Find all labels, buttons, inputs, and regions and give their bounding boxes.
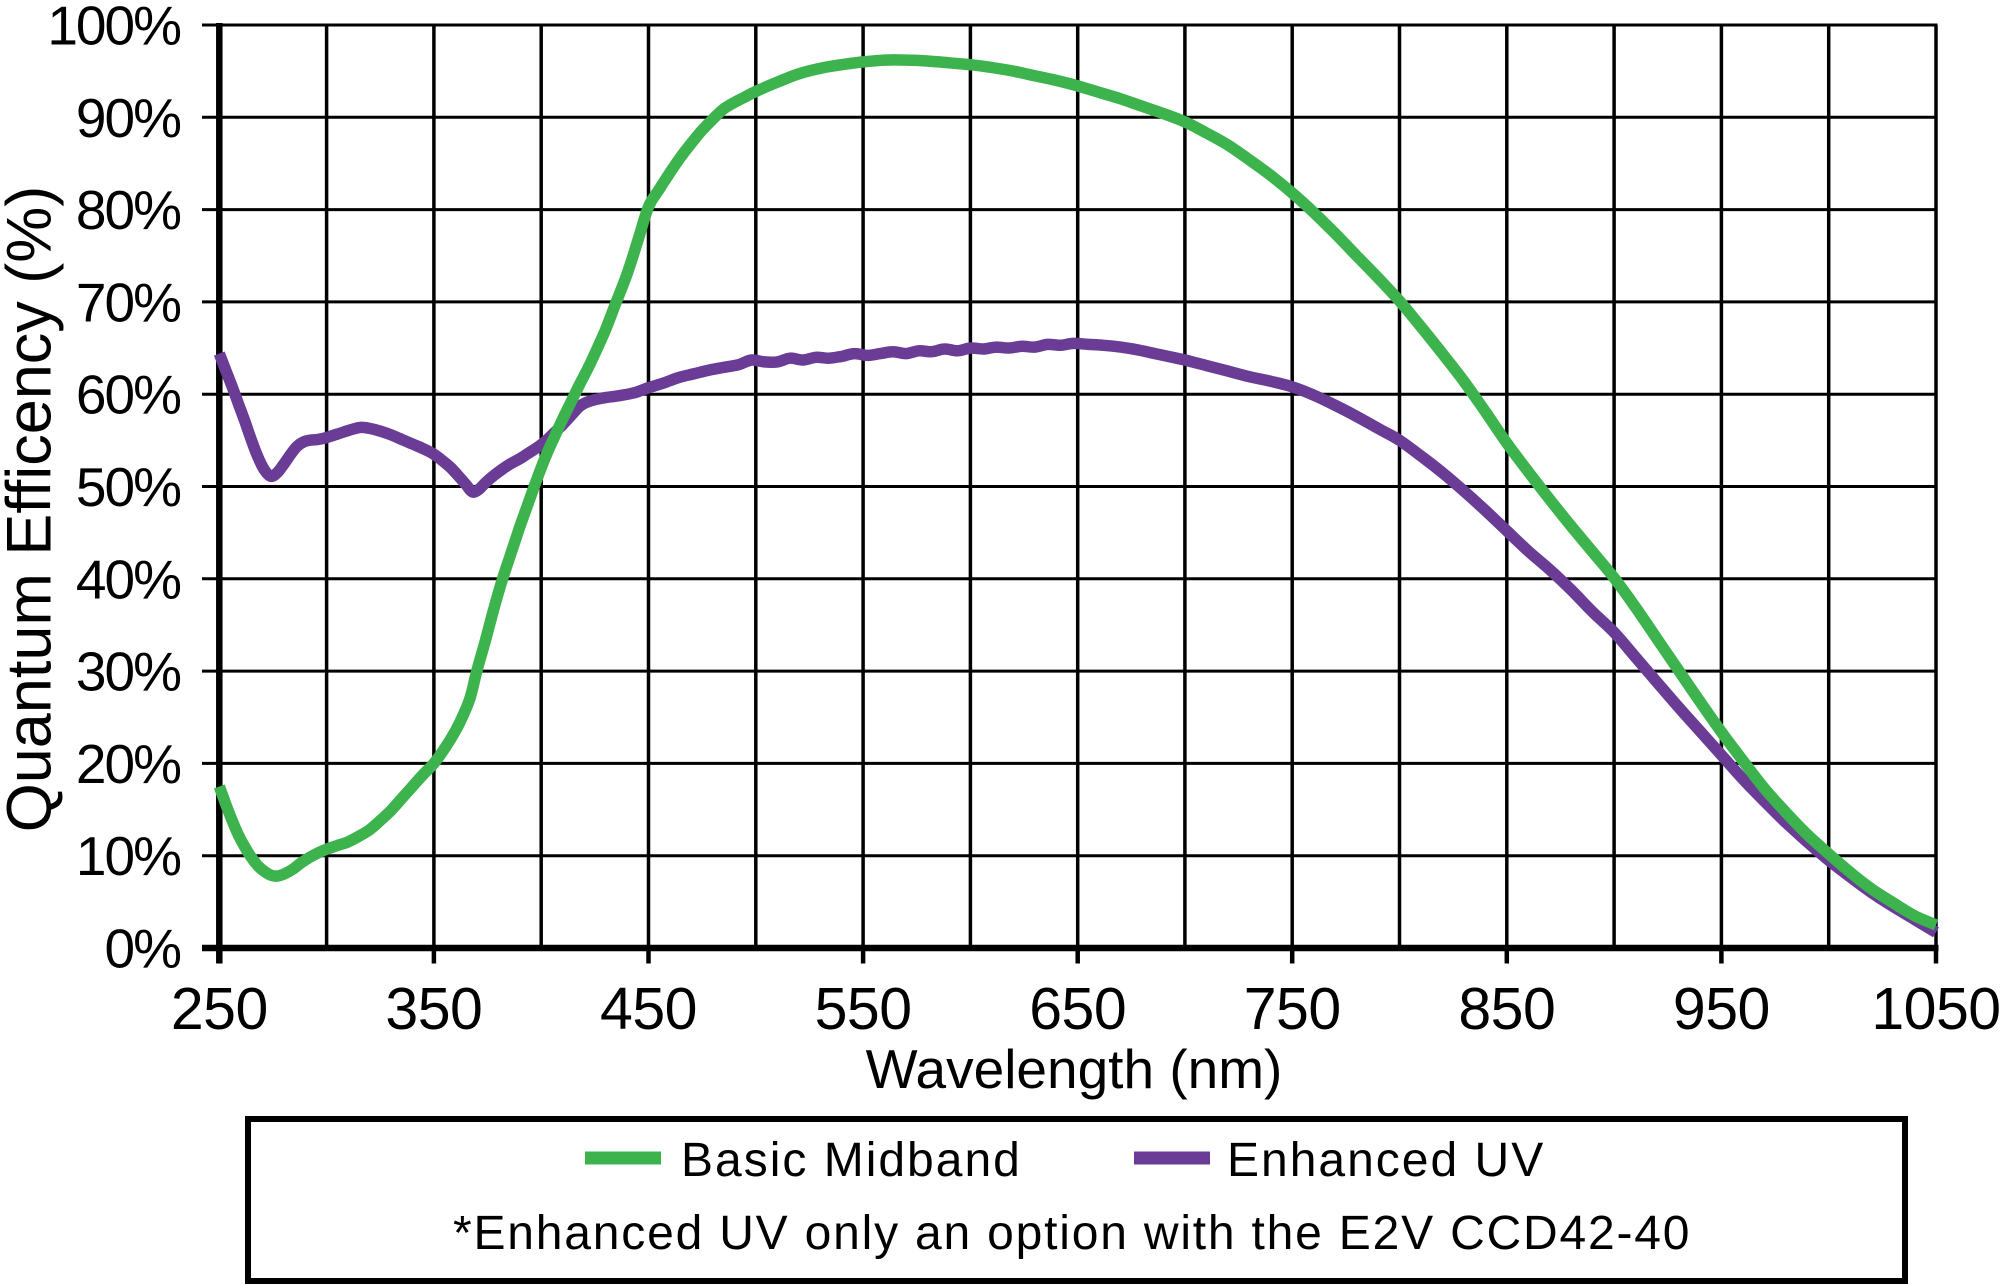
svg-text:10%: 10% (76, 825, 180, 887)
svg-text:Quantum Efficency (%): Quantum Efficency (%) (0, 186, 65, 833)
svg-text:60%: 60% (76, 364, 180, 426)
svg-text:450: 450 (600, 976, 697, 1042)
svg-text:Basic Midband: Basic Midband (681, 1134, 1022, 1187)
svg-text:40%: 40% (76, 548, 180, 610)
svg-text:70%: 70% (76, 271, 180, 333)
svg-text:950: 950 (1673, 976, 1770, 1042)
svg-text:550: 550 (815, 976, 912, 1042)
svg-text:Enhanced UV: Enhanced UV (1227, 1134, 1545, 1187)
svg-text:100%: 100% (47, 0, 180, 57)
svg-text:1050: 1050 (1871, 976, 2000, 1042)
svg-text:50%: 50% (76, 456, 180, 518)
svg-text:650: 650 (1029, 976, 1126, 1042)
svg-text:0%: 0% (105, 918, 181, 980)
svg-text:20%: 20% (76, 733, 180, 795)
svg-text:250: 250 (171, 976, 268, 1042)
svg-text:850: 850 (1458, 976, 1555, 1042)
svg-text:80%: 80% (76, 179, 180, 241)
svg-text:350: 350 (385, 976, 482, 1042)
svg-text:*Enhanced UV only an option wi: *Enhanced UV only an option with the E2V… (453, 1207, 1691, 1260)
svg-text:750: 750 (1244, 976, 1341, 1042)
svg-text:30%: 30% (76, 641, 180, 703)
svg-text:90%: 90% (76, 87, 180, 149)
svg-text:Wavelength (nm): Wavelength (nm) (866, 1038, 1283, 1100)
